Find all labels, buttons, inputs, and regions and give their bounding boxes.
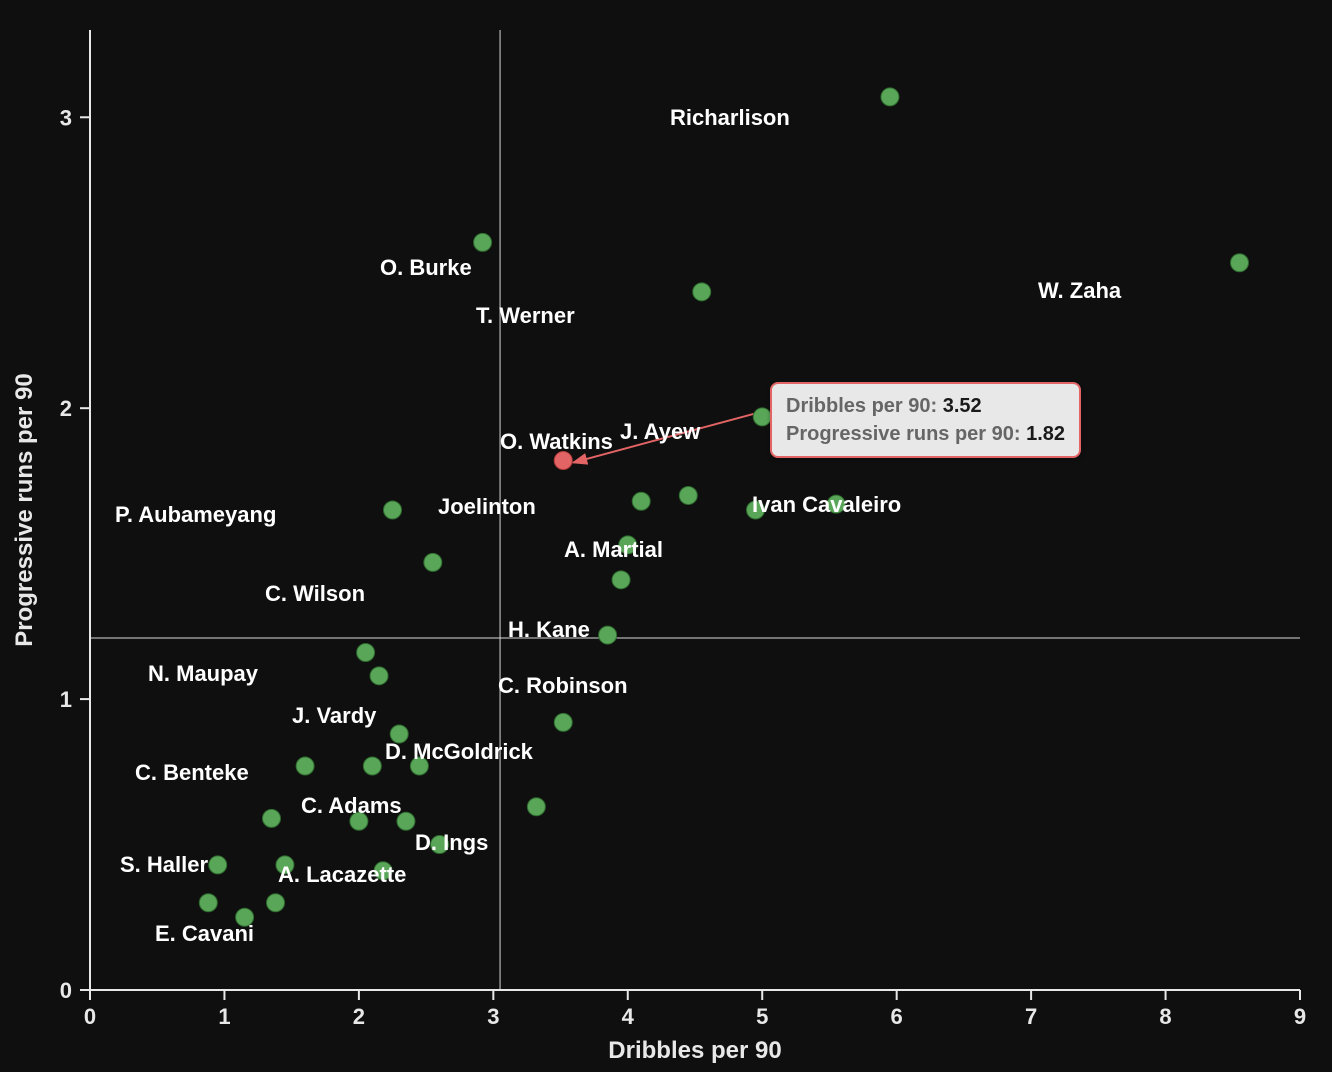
x-tick-label: 0 [84, 1004, 96, 1029]
x-tick-label: 9 [1294, 1004, 1306, 1029]
data-point[interactable] [599, 626, 617, 644]
data-point[interactable] [199, 894, 217, 912]
data-point-highlight[interactable] [554, 452, 572, 470]
x-tick-label: 1 [218, 1004, 230, 1029]
x-tick-label: 4 [622, 1004, 635, 1029]
data-point[interactable] [827, 495, 845, 513]
data-point[interactable] [424, 553, 442, 571]
tooltip: Dribbles per 90: 3.52Progressive runs pe… [770, 382, 1081, 458]
tooltip-val-1: 3.52 [943, 395, 982, 417]
data-point[interactable] [474, 233, 492, 251]
data-point[interactable] [753, 408, 771, 426]
y-axis-title: Progressive runs per 90 [11, 373, 38, 646]
y-tick-label: 0 [60, 978, 72, 1003]
data-point[interactable] [263, 809, 281, 827]
y-tick-label: 1 [60, 687, 72, 712]
data-point[interactable] [276, 856, 294, 874]
x-tick-label: 8 [1159, 1004, 1171, 1029]
x-axis-title: Dribbles per 90 [608, 1037, 781, 1064]
tooltip-arrow [573, 410, 768, 463]
data-point[interactable] [296, 757, 314, 775]
data-point[interactable] [209, 856, 227, 874]
data-point[interactable] [679, 486, 697, 504]
data-point[interactable] [612, 571, 630, 589]
data-point[interactable] [881, 88, 899, 106]
data-point[interactable] [693, 283, 711, 301]
y-tick-label: 2 [60, 396, 72, 421]
x-tick-label: 7 [1025, 1004, 1037, 1029]
data-point[interactable] [267, 894, 285, 912]
scatter-chart: 0 1 2 3 4 5 6 7 8 9 0 1 2 3 Dribbles per 90 Progressive… [0, 0, 1332, 1072]
data-point[interactable] [397, 812, 415, 830]
data-point[interactable] [384, 501, 402, 519]
data-point[interactable] [350, 812, 368, 830]
data-point[interactable] [554, 713, 572, 731]
data-point[interactable] [374, 862, 392, 880]
x-tick-label: 6 [891, 1004, 903, 1029]
data-point[interactable] [357, 644, 375, 662]
x-tick-label: 2 [353, 1004, 365, 1029]
data-point[interactable] [410, 757, 428, 775]
x-tick-label: 5 [756, 1004, 768, 1029]
data-point[interactable] [236, 908, 254, 926]
data-point[interactable] [619, 536, 637, 554]
data-point[interactable] [747, 501, 765, 519]
tooltip-val-2: 1.82 [1026, 423, 1065, 445]
data-point[interactable] [431, 836, 449, 854]
data-point[interactable] [1231, 254, 1249, 272]
data-point[interactable] [632, 492, 650, 510]
data-point[interactable] [370, 667, 388, 685]
data-point[interactable] [527, 798, 545, 816]
data-point[interactable] [363, 757, 381, 775]
data-point[interactable] [390, 725, 408, 743]
tooltip-key-1: Dribbles per 90 [786, 395, 931, 417]
x-tick-label: 3 [487, 1004, 499, 1029]
y-tick-label: 3 [60, 105, 72, 130]
tooltip-key-2: Progressive runs per 90 [786, 423, 1014, 445]
